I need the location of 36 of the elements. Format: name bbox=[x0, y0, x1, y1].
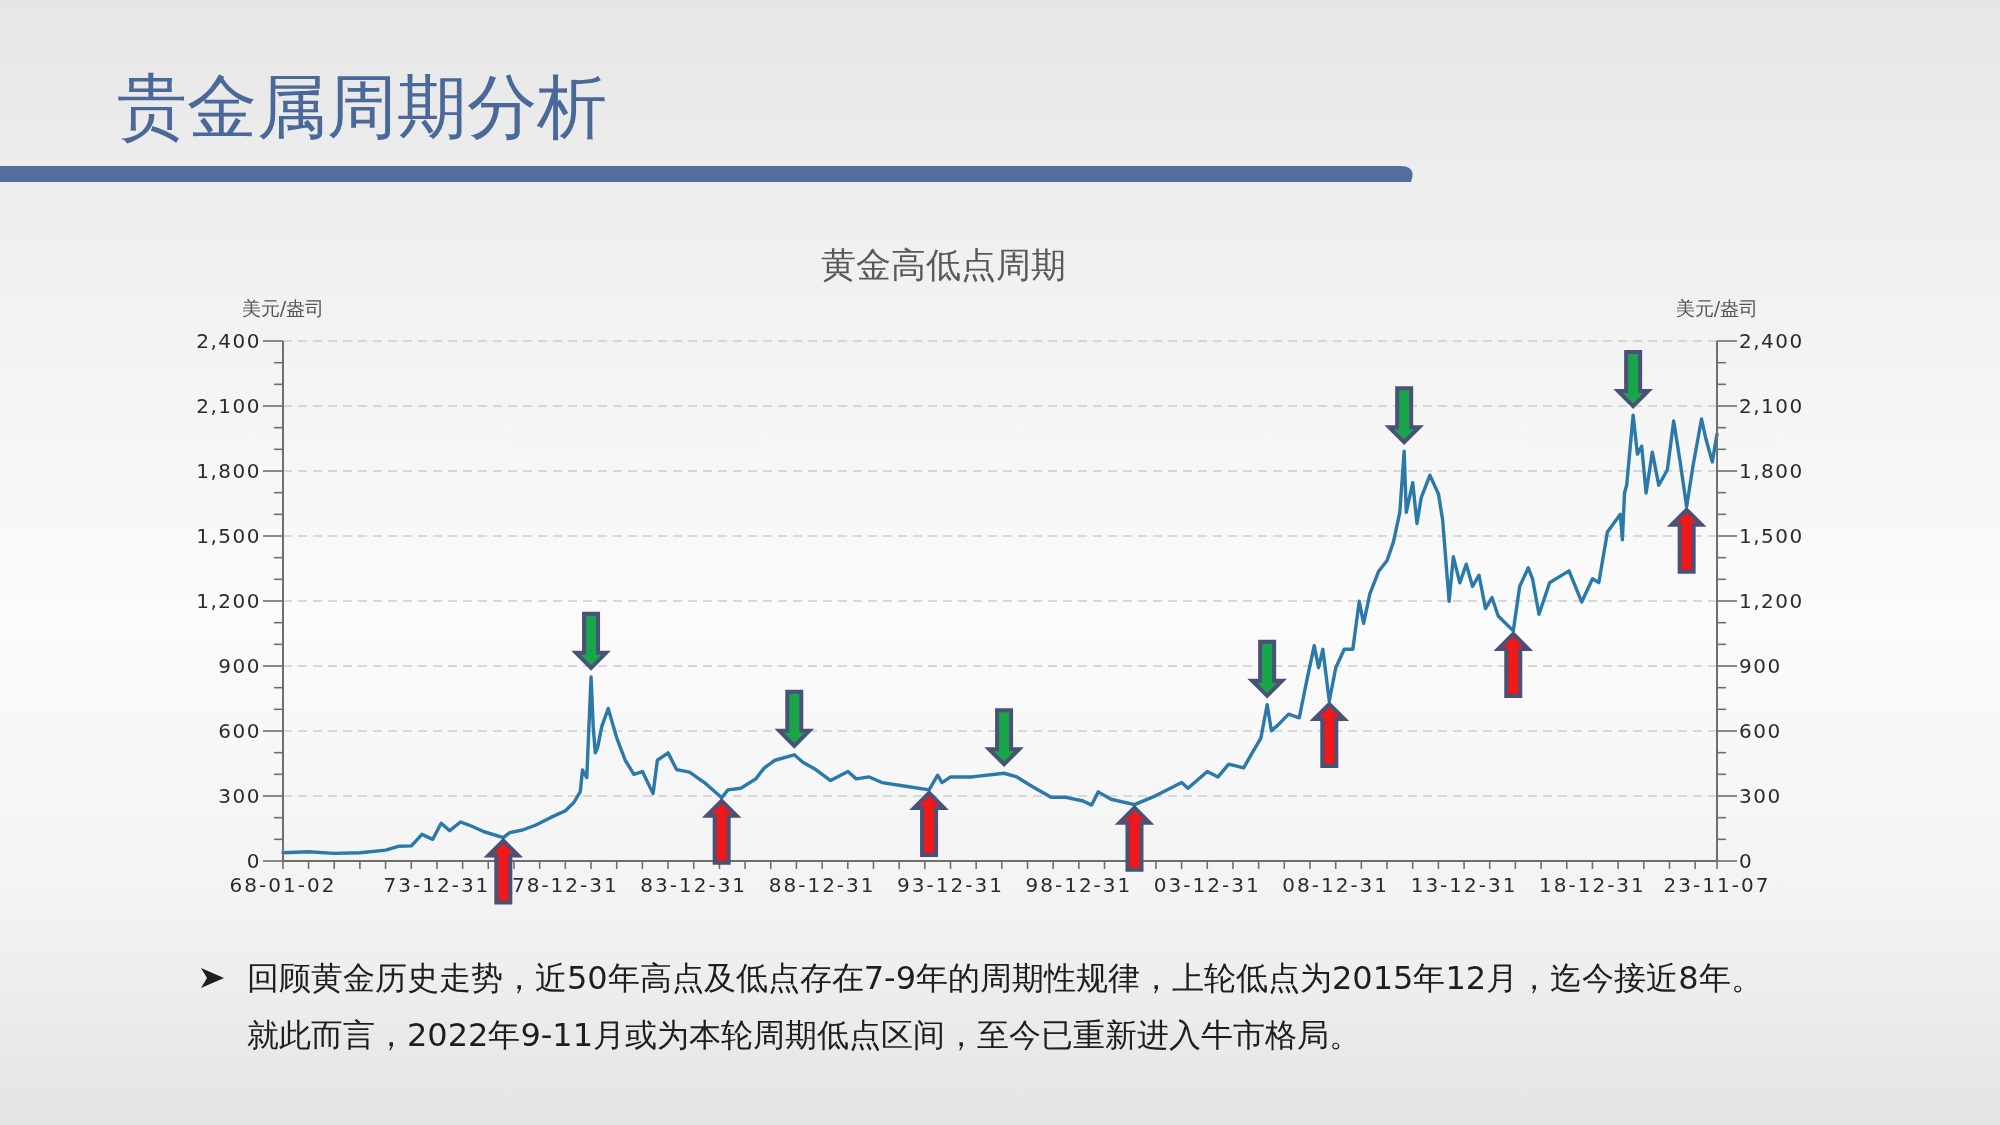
y2-tick-label: 600 bbox=[1739, 719, 1782, 743]
y-tick-label: 1,500 bbox=[196, 524, 261, 548]
y-tick-label: 900 bbox=[218, 654, 261, 678]
y2-tick-label: 300 bbox=[1739, 784, 1782, 808]
chart-title: 贵金属周期分析 bbox=[117, 69, 607, 146]
y-tick-label: 300 bbox=[218, 784, 261, 808]
x-tick-label: 83-12-31 bbox=[640, 873, 748, 897]
y-axis-title: 美元/盎司 bbox=[241, 297, 325, 319]
line-series bbox=[281, 413, 1719, 856]
x-tick-label: 93-12-31 bbox=[897, 873, 1004, 897]
y2-tick-label: 1,200 bbox=[1739, 589, 1804, 613]
y2-axis-title: 美元/盎司 bbox=[1675, 297, 1759, 319]
y-tick-label: 600 bbox=[218, 719, 261, 743]
y-tick-label: 2,400 bbox=[196, 329, 261, 353]
chart-subtitle: 黄金高低点周期 bbox=[820, 246, 1066, 285]
y-tick-label: 1,200 bbox=[196, 589, 261, 613]
y2-tick-label: 2,100 bbox=[1739, 394, 1804, 418]
y2-tick-label: 900 bbox=[1739, 654, 1782, 678]
text: 回顾黄金历史走势，近50年高点及低点存在7-9年的周期性规律，上轮低点为2015年12月，迄今接近8年。就此而言，2022年9-11月或为本轮周期低点区间，至今已重新进入牛市格局。 bbox=[247, 959, 1763, 1054]
x-tick-label: 03-12-31 bbox=[1153, 873, 1261, 897]
x-tick-label: 08-12-31 bbox=[1282, 873, 1390, 897]
y2-tick-label: 0 bbox=[1739, 849, 1754, 873]
y-tick-label: 2,100 bbox=[196, 394, 261, 418]
x-tick-label: 98-12-31 bbox=[1025, 873, 1133, 897]
x-tick-label: 88-12-31 bbox=[768, 873, 876, 897]
y-tick-label: 0 bbox=[246, 849, 261, 873]
x-tick-label: 68-01-02 bbox=[229, 873, 337, 897]
y2-tick-label: 1,800 bbox=[1739, 459, 1804, 483]
x-tick-label: 13-12-31 bbox=[1410, 873, 1518, 897]
y-tick-label: 1,800 bbox=[196, 459, 261, 483]
x-tick-label: 78-12-31 bbox=[511, 873, 619, 897]
x-tick-label: 73-12-31 bbox=[383, 873, 491, 897]
x-tick-label: 18-12-31 bbox=[1539, 873, 1646, 897]
x-tick-label: 23-11-07 bbox=[1663, 873, 1771, 897]
y2-tick-label: 2,400 bbox=[1739, 329, 1804, 353]
y2-tick-label: 1,500 bbox=[1739, 524, 1804, 548]
